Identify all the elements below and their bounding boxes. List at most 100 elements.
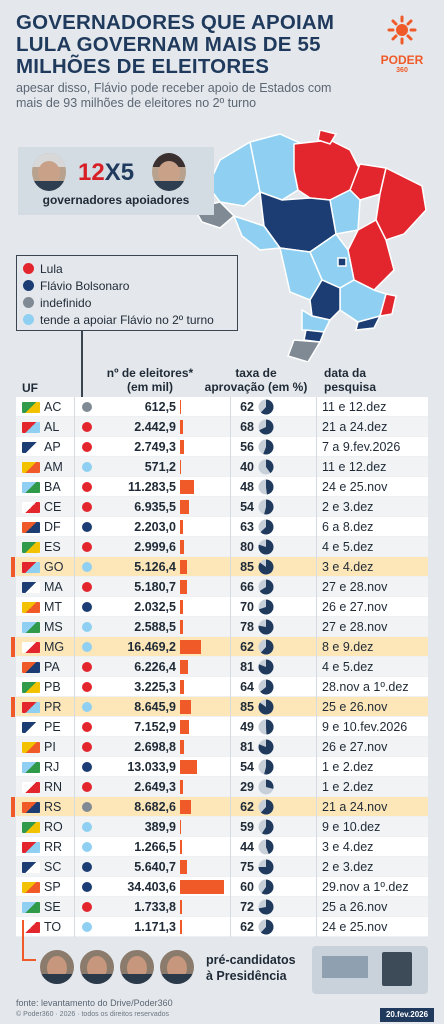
divider [316, 877, 317, 897]
voters-cell: 5.180,7 [134, 579, 176, 594]
voters-bar [180, 900, 183, 914]
divider [74, 817, 75, 837]
title-line: GOVERNADORES QUE APOIAM [16, 11, 335, 34]
date-cell: 3 e 4.dez [322, 559, 374, 574]
date-cell: 9 e 10.fev.2026 [322, 719, 408, 734]
source-note: fonte: levantamento do Drive/Poder360 [16, 998, 173, 1008]
state-flag-icon [22, 902, 40, 913]
support-dot-icon [82, 422, 92, 432]
approval-pie-icon [258, 839, 274, 855]
approval-cell: 56 [240, 439, 254, 454]
header: GOVERNADORES QUE APOIAM LULA GOVERNAM MA… [16, 12, 376, 111]
uf-cell: RJ [44, 759, 60, 774]
approval-cell: 62 [240, 799, 254, 814]
divider [316, 397, 317, 417]
divider [230, 637, 231, 657]
divider [230, 697, 231, 717]
divider [230, 657, 231, 677]
uf-cell: RS [44, 799, 62, 814]
support-dot-icon [82, 802, 92, 812]
date-cell: 9 e 10.dez [322, 819, 381, 834]
support-dot-icon [82, 502, 92, 512]
legend-label: tende a apoiar Flávio no 2º turno [40, 312, 214, 327]
state-flag-icon [22, 442, 40, 453]
voters-cell: 16.469,2 [127, 639, 176, 654]
approval-pie-icon [258, 539, 274, 555]
support-dot-icon [82, 722, 92, 732]
date-cell: 4 e 5.dez [322, 539, 374, 554]
state-flag-icon [22, 882, 40, 893]
legend-item: Flávio Bolsonaro [23, 277, 231, 294]
state-flag-icon [22, 602, 40, 613]
flavio-dot-icon [23, 280, 34, 291]
voters-cell: 8.682,6 [134, 799, 176, 814]
approval-cell: 60 [240, 879, 254, 894]
date-cell: 25 e 26.nov [322, 699, 388, 714]
state-flag-icon [22, 722, 40, 733]
col-header-line: nº de eleitores* [106, 366, 194, 380]
approval-cell: 81 [240, 659, 254, 674]
divider [74, 477, 75, 497]
logo-number: 360 [396, 67, 408, 74]
voters-cell: 5.640,7 [134, 859, 176, 874]
poder360-logo: PODER 360 [374, 14, 430, 74]
candidate-portrait [118, 948, 156, 986]
table-row: AM 571,2 40 11 e 12.dez [16, 457, 428, 477]
state-flag-icon [22, 702, 40, 713]
approval-cell: 64 [240, 679, 254, 694]
divider [74, 457, 75, 477]
state-flag-icon [22, 422, 40, 433]
map-region-rj [355, 314, 382, 331]
voters-cell: 571,2 [144, 459, 176, 474]
voters-bar [180, 860, 188, 874]
date-cell: 4 e 5.dez [322, 659, 374, 674]
voters-cell: 34.403,6 [127, 879, 176, 894]
lean-flavio-dot-icon [23, 314, 34, 325]
approval-pie-icon [258, 479, 274, 495]
support-dot-icon [82, 782, 92, 792]
date-cell: 28.nov a 1º.dez [322, 679, 409, 694]
approval-cell: 54 [240, 759, 254, 774]
uf-cell: RO [44, 819, 63, 834]
voters-cell: 11.283,5 [128, 479, 176, 494]
divider [74, 677, 75, 697]
table-row: SC 5.640,7 75 2 e 3.dez [16, 857, 428, 877]
date-cell: 29.nov a 1º.dez [322, 879, 409, 894]
approval-cell: 70 [240, 599, 254, 614]
uf-cell: SP [44, 879, 61, 894]
approval-cell: 63 [240, 519, 254, 534]
divider [316, 417, 317, 437]
divider [74, 557, 75, 577]
voters-cell: 2.442,9 [134, 419, 176, 434]
table-row: MG 16.469,2 62 8 e 9.dez [11, 637, 428, 657]
col-header-line: (em mil) [126, 380, 173, 394]
voters-cell: 1.733,8 [134, 899, 176, 914]
voters-bar [180, 780, 184, 794]
uf-cell: PA [44, 659, 60, 674]
table-row: GO 5.126,4 85 3 e 4.dez [11, 557, 428, 577]
state-flag-icon [22, 502, 40, 513]
state-flag-icon [22, 762, 40, 773]
approval-pie-icon [258, 519, 274, 535]
voters-cell: 2.032,5 [134, 599, 176, 614]
map-region-am [207, 140, 261, 207]
table-row: RN 2.649,3 29 1 e 2.dez [16, 777, 428, 797]
table-row: AP 2.749,3 56 7 a 9.fev.2026 [16, 437, 428, 457]
voters-bar [180, 460, 181, 474]
voters-cell: 6.935,5 [134, 499, 176, 514]
uf-cell: MS [44, 619, 63, 634]
state-flag-icon [22, 822, 40, 833]
subtitle-line: apesar disso, Flávio pode receber apoio … [16, 81, 332, 95]
uf-cell: MG [44, 639, 65, 654]
voters-cell: 6.226,4 [134, 659, 176, 674]
col-header-line: taxa de [235, 366, 277, 380]
approval-cell: 68 [240, 419, 254, 434]
divider [74, 637, 75, 657]
table-row: TO 1.171,3 62 24 e 25.nov [16, 917, 428, 937]
divider [74, 717, 75, 737]
divider [230, 817, 231, 837]
col-header-date: data da pesquisa [324, 366, 376, 394]
state-flag-icon [22, 642, 40, 653]
voters-cell: 389,9 [144, 819, 176, 834]
approval-cell: 49 [240, 719, 254, 734]
